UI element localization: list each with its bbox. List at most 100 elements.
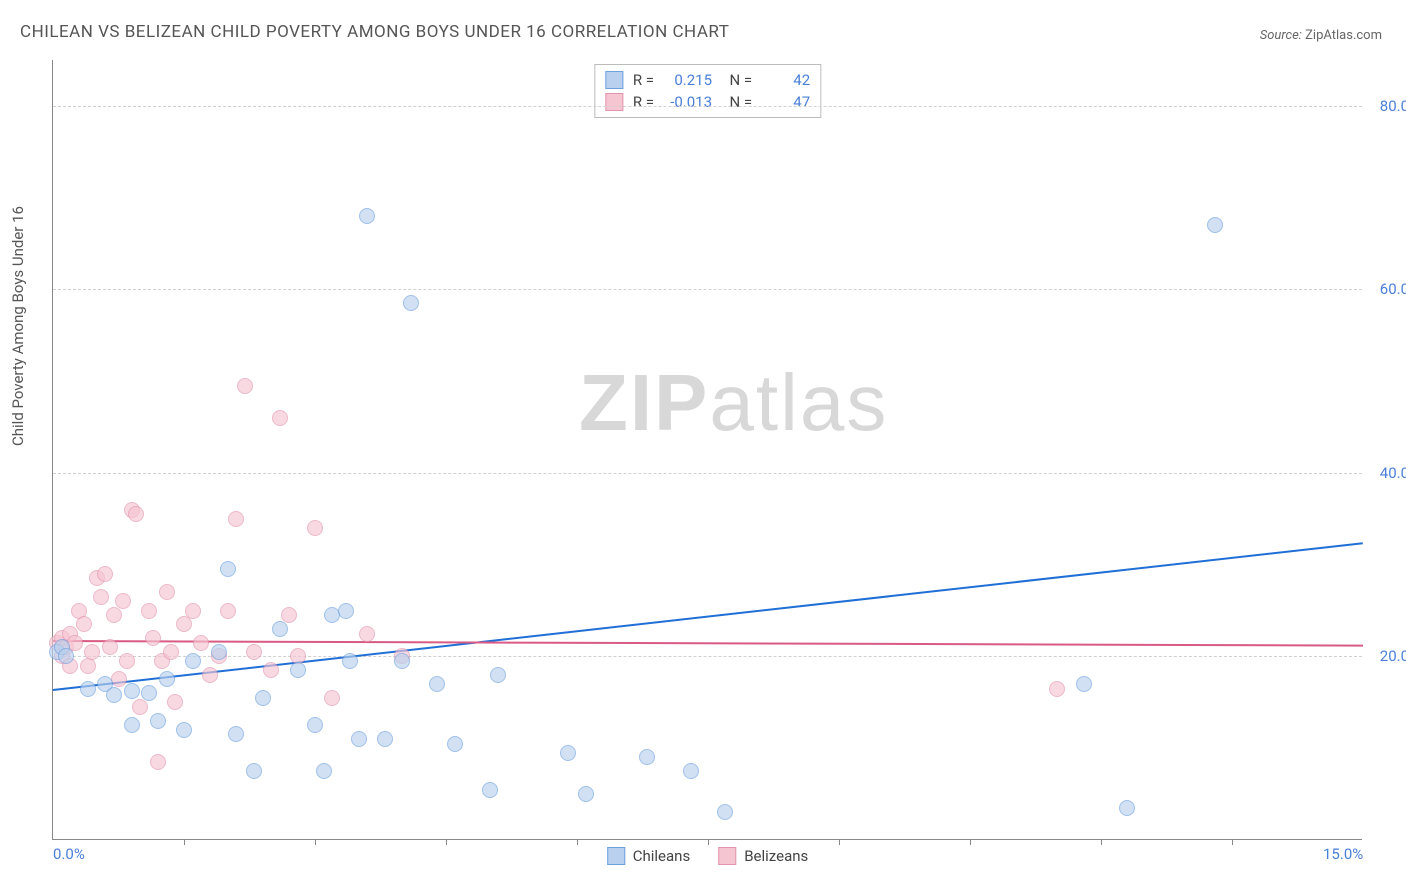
- data-point: [185, 653, 201, 669]
- stat-n-label: N =: [722, 91, 752, 113]
- data-point: [80, 658, 96, 674]
- data-point: [272, 621, 288, 637]
- data-point: [639, 749, 655, 765]
- x-tick: [708, 839, 709, 845]
- data-point: [176, 722, 192, 738]
- data-point: [338, 603, 354, 619]
- stat-n-value: 47: [762, 91, 810, 113]
- data-point: [359, 208, 375, 224]
- data-point: [324, 690, 340, 706]
- data-point: [132, 699, 148, 715]
- x-tick: [1232, 839, 1233, 845]
- data-point: [93, 589, 109, 605]
- data-point: [145, 630, 161, 646]
- data-point: [228, 511, 244, 527]
- data-point: [1049, 681, 1065, 697]
- data-point: [377, 731, 393, 747]
- data-point: [128, 506, 144, 522]
- data-point: [220, 603, 236, 619]
- legend-label: Chileans: [633, 847, 690, 865]
- data-point: [119, 653, 135, 669]
- data-point: [307, 717, 323, 733]
- data-point: [290, 662, 306, 678]
- data-point: [578, 786, 594, 802]
- data-point: [124, 717, 140, 733]
- stat-r-label: R =: [633, 91, 654, 113]
- data-point: [202, 667, 218, 683]
- x-tick: [1101, 839, 1102, 845]
- data-point: [1207, 217, 1223, 233]
- data-point: [1119, 800, 1135, 816]
- data-point: [124, 683, 140, 699]
- x-tick: [970, 839, 971, 845]
- watermark: ZIPatlas: [579, 357, 888, 449]
- data-point: [193, 635, 209, 651]
- x-tick: [315, 839, 316, 845]
- series-legend: Chileans Belizeans: [607, 847, 809, 865]
- data-point: [237, 378, 253, 394]
- legend-label: Belizeans: [744, 847, 808, 865]
- data-point: [717, 804, 733, 820]
- stat-r-label: R =: [633, 69, 654, 91]
- data-point: [490, 667, 506, 683]
- stat-legend-row: R =0.215 N =42: [605, 69, 810, 91]
- data-point: [176, 616, 192, 632]
- data-point: [307, 520, 323, 536]
- legend-item: Belizeans: [718, 847, 808, 865]
- x-tick: [839, 839, 840, 845]
- source-label: Source:: [1260, 28, 1302, 43]
- data-point: [1076, 676, 1092, 692]
- data-point: [80, 681, 96, 697]
- x-tick: [577, 839, 578, 845]
- data-point: [141, 685, 157, 701]
- data-point: [246, 763, 262, 779]
- data-point: [115, 593, 131, 609]
- data-point: [102, 639, 118, 655]
- stat-n-label: N =: [722, 69, 752, 91]
- data-point: [150, 754, 166, 770]
- chart-title: CHILEAN VS BELIZEAN CHILD POVERTY AMONG …: [20, 22, 729, 42]
- x-tick-label: 0.0%: [53, 845, 85, 863]
- data-point: [429, 676, 445, 692]
- data-point: [76, 616, 92, 632]
- gridline: [53, 473, 1362, 474]
- data-point: [106, 687, 122, 703]
- data-point: [84, 644, 100, 660]
- data-point: [403, 295, 419, 311]
- legend-item: Chileans: [607, 847, 690, 865]
- data-point: [447, 736, 463, 752]
- source-attribution: Source: ZipAtlas.com: [1260, 28, 1382, 43]
- data-point: [185, 603, 201, 619]
- legend-swatch: [605, 71, 623, 89]
- data-point: [394, 653, 410, 669]
- y-axis-label: Child Poverty Among Boys Under 16: [9, 206, 27, 446]
- x-tick-label: 15.0%: [1323, 845, 1363, 863]
- stat-legend: R =0.215 N =42R =-0.013 N =47: [594, 64, 821, 118]
- legend-swatch: [718, 847, 736, 865]
- data-point: [228, 726, 244, 742]
- data-point: [167, 694, 183, 710]
- y-tick-label: 40.0%: [1380, 464, 1406, 482]
- data-point: [683, 763, 699, 779]
- x-tick: [446, 839, 447, 845]
- watermark-bold: ZIP: [579, 358, 709, 447]
- data-point: [97, 566, 113, 582]
- stat-n-value: 42: [762, 69, 810, 91]
- data-point: [58, 648, 74, 664]
- legend-swatch: [605, 93, 623, 111]
- data-point: [211, 644, 227, 660]
- y-tick-label: 20.0%: [1380, 647, 1406, 665]
- data-point: [150, 713, 166, 729]
- data-point: [159, 671, 175, 687]
- data-point: [163, 644, 179, 660]
- y-tick-label: 80.0%: [1380, 97, 1406, 115]
- stat-r-value: -0.013: [664, 91, 712, 113]
- data-point: [220, 561, 236, 577]
- source-value: ZipAtlas.com: [1305, 28, 1382, 43]
- data-point: [359, 626, 375, 642]
- stat-legend-row: R = -0.013 N = 47: [605, 91, 810, 113]
- data-point: [159, 584, 175, 600]
- data-point: [272, 410, 288, 426]
- data-point: [106, 607, 122, 623]
- data-point: [482, 782, 498, 798]
